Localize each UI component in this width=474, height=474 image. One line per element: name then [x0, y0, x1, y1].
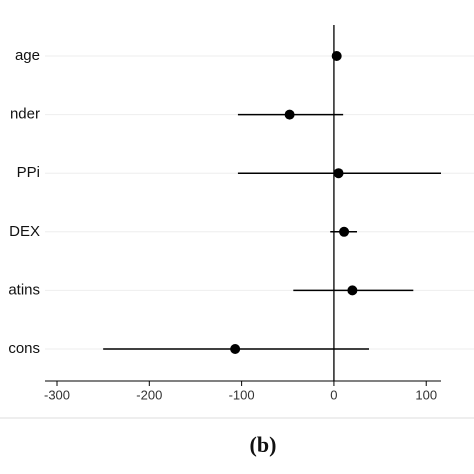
point	[347, 285, 358, 296]
x-tick-label: -100	[229, 387, 255, 402]
point	[284, 109, 295, 120]
point	[331, 51, 342, 61]
point	[333, 168, 344, 179]
x-tick-label: -200	[136, 387, 162, 402]
x-tick-label: 100	[415, 387, 437, 402]
point	[230, 344, 241, 354]
y-tick-label: age	[15, 47, 40, 64]
caption: (b)	[250, 432, 277, 457]
x-tick-label: -300	[44, 387, 70, 402]
y-tick-label: nder	[10, 106, 40, 123]
y-tick-label: DEX	[9, 223, 40, 240]
y-tick-label: atins	[8, 281, 40, 298]
y-tick-label: PPi	[17, 164, 40, 181]
x-tick-label: 0	[330, 387, 337, 402]
y-tick-label: cons	[8, 340, 40, 357]
point	[339, 226, 350, 237]
